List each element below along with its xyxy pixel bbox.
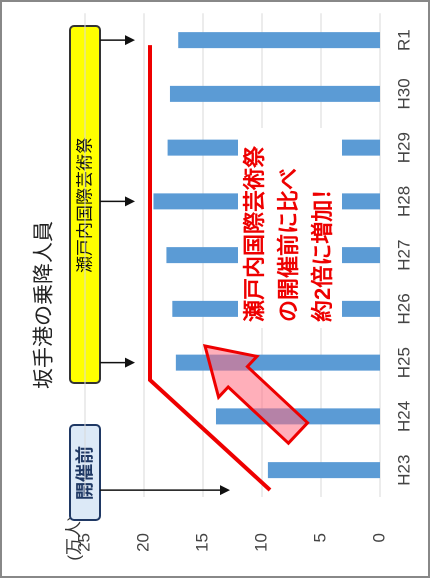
x-tick-label: H25 xyxy=(394,347,413,378)
y-tick-label: 15 xyxy=(192,533,211,552)
x-tick-label: H29 xyxy=(394,132,413,163)
y-tick-label: 20 xyxy=(133,533,152,552)
x-tick-label: H27 xyxy=(394,240,413,271)
callout-text: 約2倍に増加！ xyxy=(310,178,335,322)
callout-text: 瀬戸内国際芸術祭 xyxy=(242,145,267,322)
bar xyxy=(178,32,380,49)
bar xyxy=(169,85,380,102)
pointer-arrow-head xyxy=(220,485,230,496)
x-tick-label: R1 xyxy=(394,29,413,51)
chart-title: 坂手港の乗降人員 xyxy=(33,221,56,389)
y-tick-label: 0 xyxy=(369,533,388,542)
x-tick-label: H23 xyxy=(394,455,413,486)
y-tick-label: 25 xyxy=(74,533,93,552)
x-tick-label: H30 xyxy=(394,78,413,109)
bar xyxy=(267,462,380,479)
callout-text: の開催前に比べ xyxy=(276,168,301,322)
callout-bg xyxy=(238,128,342,328)
unit-label: (万人) xyxy=(64,515,83,560)
pointer-arrow-head xyxy=(125,196,135,207)
growth-arrow xyxy=(202,344,310,446)
x-tick-label: H24 xyxy=(394,401,413,432)
rotated-chart: 坂手港の乗降人員 (万人) 瀬戸内国際芸術祭 開催前 0 5 10 15 20 25 H23… xyxy=(33,13,413,561)
x-tick-label: H26 xyxy=(394,293,413,324)
before-label: 開催前 xyxy=(74,446,95,500)
y-tick-label: 5 xyxy=(310,533,329,542)
pointer-arrow-head xyxy=(125,357,135,368)
x-tick-label: H28 xyxy=(394,186,413,217)
trend-line xyxy=(148,45,272,492)
y-tick-label: 10 xyxy=(251,533,270,552)
pointer-arrow-head xyxy=(125,35,135,46)
